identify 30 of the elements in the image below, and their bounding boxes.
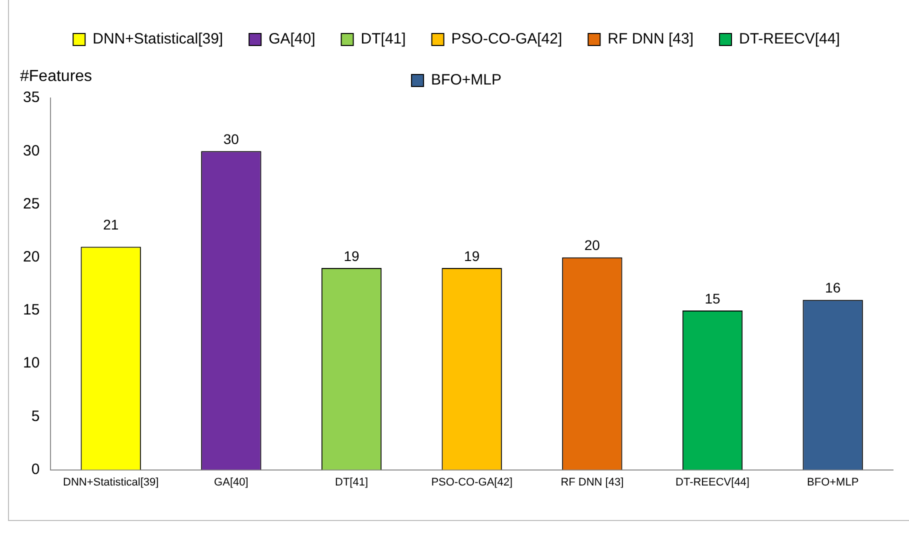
legend-label: DT[41] [360, 30, 406, 48]
legend-label: DNN+Statistical[39] [92, 30, 224, 48]
y-tick-label: 15 [22, 302, 40, 319]
x-tick-label: DT[41] [335, 476, 368, 488]
y-tick-label: 5 [31, 408, 40, 425]
x-tick-label: DNN+Statistical[39] [63, 476, 159, 488]
x-tick-label: GA[40] [214, 476, 248, 488]
y-tick-label: 25 [22, 195, 40, 212]
x-tick-label: BFO+MLP [807, 476, 859, 488]
x-tick-label: RF DNN [43] [560, 476, 624, 488]
legend-label: GA[40] [268, 30, 316, 48]
x-tick-label: DT-REECV[44] [676, 476, 750, 488]
data-label: 30 [223, 130, 240, 147]
y-tick-label: 10 [22, 354, 40, 372]
data-label: 19 [344, 248, 360, 264]
legend-label: RF DNN [43] [608, 30, 694, 48]
legend-label: BFO+MLP [431, 72, 502, 89]
legend-label: DT-REECV[44] [739, 30, 840, 48]
data-label: 20 [584, 237, 600, 254]
data-label: 19 [464, 248, 480, 264]
y-tick-label: 35 [22, 89, 40, 106]
y-tick-label: 30 [22, 142, 40, 160]
data-label: 16 [825, 280, 841, 296]
data-label: 21 [103, 216, 119, 233]
legend-label: PSO-CO-GA[42] [451, 30, 562, 48]
x-tick-label: PSO-CO-GA[42] [431, 476, 512, 488]
y-tick-label: 20 [22, 248, 40, 266]
data-label: 15 [704, 290, 720, 306]
y-tick-label: 0 [31, 460, 40, 478]
y-axis-title: #Features [20, 68, 92, 86]
